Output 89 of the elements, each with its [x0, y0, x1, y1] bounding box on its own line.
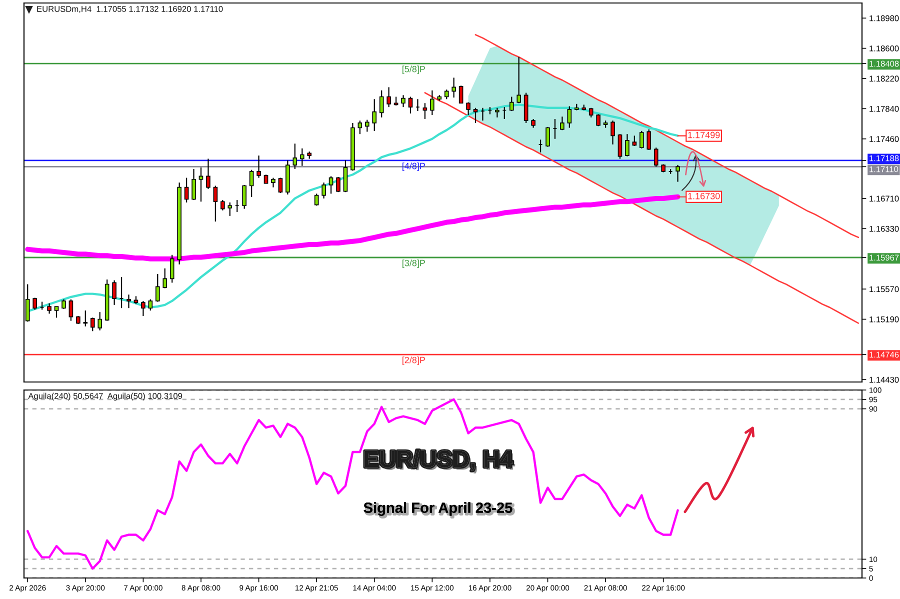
candlestick [618, 134, 622, 160]
y-tick-label: 1.17188 [870, 155, 899, 162]
candlestick [336, 176, 340, 193]
candlestick [654, 147, 658, 168]
y-tick-label: 1.18220 [870, 76, 899, 82]
candlestick [430, 90, 434, 116]
candlestick [509, 96, 514, 112]
candlestick [68, 298, 74, 322]
candlestick [228, 202, 232, 216]
candlestick [640, 130, 644, 149]
candlestick [90, 317, 95, 332]
candlestick [47, 302, 52, 314]
candlestick [62, 298, 66, 310]
y-tick-label: 1.18408 [870, 60, 899, 67]
candlestick [322, 182, 326, 200]
candlestick [408, 96, 413, 114]
candlestick [495, 107, 500, 118]
annotation: Aguila(240) 50.5647 Aguila(50) 100.3109 [28, 392, 182, 401]
candlestick [192, 168, 196, 201]
candlestick [560, 116, 564, 131]
annotation: 1.17499 [688, 132, 720, 138]
candlestick [379, 90, 384, 118]
candlestick [292, 143, 298, 170]
candlestick [141, 300, 146, 317]
candlestick [452, 77, 456, 98]
candlestick [516, 56, 522, 104]
candlestick [401, 94, 406, 108]
candlestick [314, 193, 319, 206]
candlestick [458, 85, 464, 104]
candlestick [358, 120, 362, 135]
candlestick [364, 119, 370, 132]
candlestick [54, 306, 59, 318]
candlestick [422, 102, 428, 120]
candlestick [610, 120, 615, 145]
y-tick-label: 1.16330 [870, 226, 899, 232]
candlestick [256, 155, 261, 178]
candlestick [220, 199, 225, 211]
y-tick-label: 1.18980 [870, 15, 899, 22]
candlestick [184, 177, 189, 203]
y-tick-label: 1.17110 [870, 166, 898, 172]
y-tick-label: 1.15967 [870, 254, 899, 261]
candlestick [300, 148, 304, 166]
candlestick [473, 107, 478, 124]
ref-line-label: [4/8]P [402, 162, 425, 171]
y-tick-label: 1.17460 [870, 136, 899, 142]
ref-line-label: [2/8]P [402, 356, 425, 366]
candlestick [328, 176, 334, 194]
candlestick [242, 184, 246, 210]
text: Signal For April 23-25 [364, 502, 514, 518]
ref-line-label: [5/8]P [402, 66, 425, 74]
y-tick-label: 1.17840 [870, 106, 899, 112]
candlestick [126, 294, 131, 309]
candlestick [567, 106, 572, 128]
candlestick [372, 98, 377, 132]
y-tick-label: 1.14430 [870, 376, 899, 383]
ref-line-label: [3/8]P [402, 260, 425, 268]
candlestick [198, 166, 204, 202]
candlestick [148, 298, 153, 312]
candlestick [646, 128, 652, 151]
candlestick [588, 107, 594, 118]
annotation: EURUSDm,H4 1.17055 1.17132 1.16920 1.17110 [37, 6, 223, 13]
annotation: 1.16730 [688, 192, 720, 200]
candlestick [162, 268, 168, 289]
candlestick [343, 160, 348, 193]
candlestick [466, 102, 470, 116]
y-tick-label: 1.16710 [870, 196, 899, 202]
candlestick [112, 280, 116, 306]
candlestick [155, 273, 160, 302]
text: EUR/USD, H4 [364, 450, 516, 474]
candlestick [444, 89, 449, 100]
y-tick-label: 1.15190 [870, 316, 899, 322]
candlestick [546, 126, 550, 148]
candlestick [271, 177, 276, 188]
y-tick-label: 1.18600 [870, 45, 899, 52]
y-tick-label: 1.14746 [870, 352, 899, 358]
candlestick [249, 169, 254, 198]
candlestick [278, 177, 283, 194]
candlestick [170, 254, 174, 284]
line-series [424, 92, 860, 324]
candlestick [83, 310, 88, 327]
candlestick [632, 135, 637, 147]
candlestick [213, 185, 218, 222]
candlestick [386, 86, 391, 108]
candlestick [625, 134, 630, 157]
candlestick [98, 312, 102, 331]
y-tick-label: 1.15570 [870, 286, 899, 292]
candlestick [676, 164, 680, 182]
candlestick [206, 158, 210, 190]
line-series [474, 34, 860, 238]
